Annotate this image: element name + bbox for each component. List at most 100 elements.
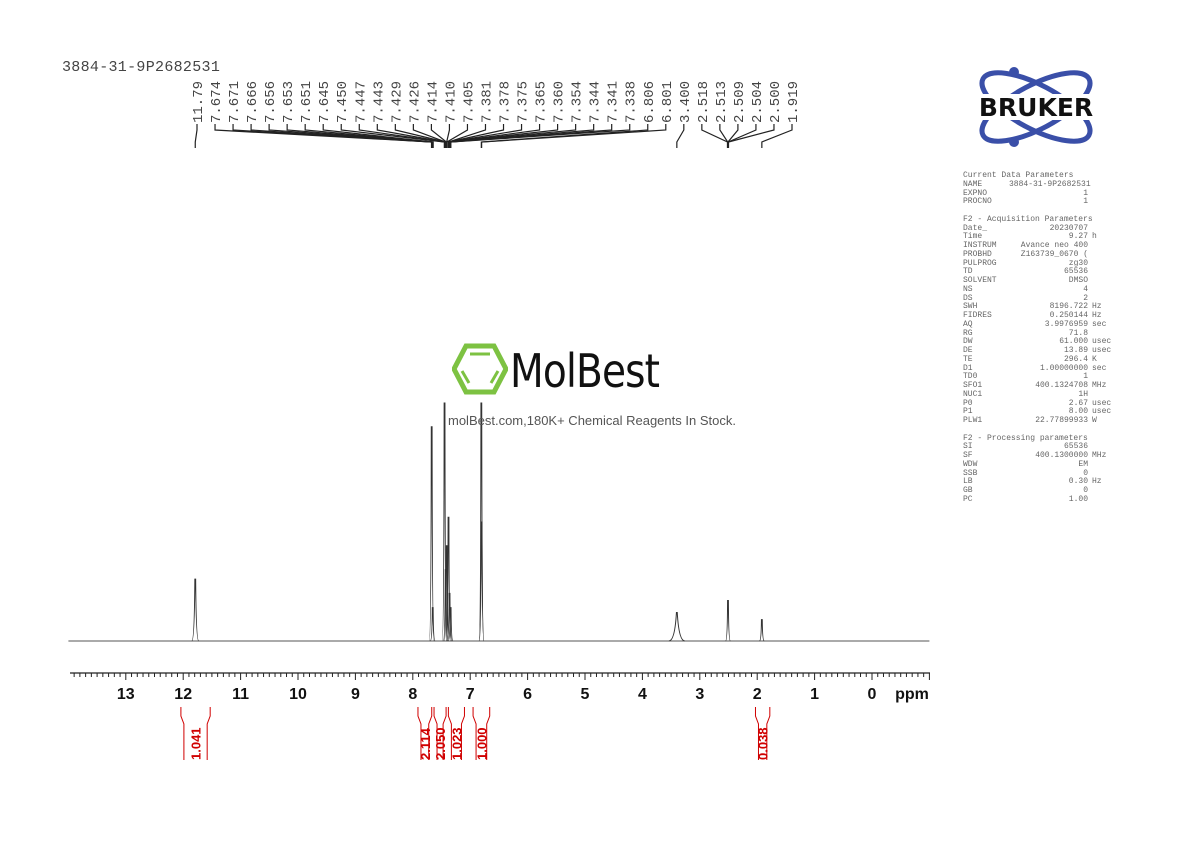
parameter-value: 1.00000000 (1039, 363, 1088, 373)
parameter-key: SF (963, 451, 973, 460)
parameter-unit: h (1092, 232, 1097, 242)
parameter-row: PROBHD Z163739_0670 ( (963, 250, 1111, 260)
peak-label-connector (727, 124, 739, 148)
parameter-key: PROCNO (963, 197, 992, 207)
x-tick-label: 1 (810, 686, 819, 703)
parameter-row: P0 2.67 usec (963, 398, 1111, 409)
parameter-row: DS 2 (963, 294, 1111, 304)
integral-value: 1.000 (474, 727, 489, 760)
parameter-unit: MHz (1092, 451, 1107, 460)
parameter-row: AQ 3.9976959 sec (963, 319, 1111, 330)
peak-label: 6.806 (642, 81, 658, 123)
peak-label: 7.426 (407, 81, 423, 123)
peak-label: 7.645 (317, 81, 333, 123)
peak-label-connector (481, 124, 667, 148)
parameter-key: D1 (963, 363, 973, 373)
parameter-unit: usec (1092, 346, 1112, 355)
parameter-key: TD (963, 267, 973, 277)
parameter-value: 400.1300000 (1035, 451, 1088, 460)
parameter-unit: Hz (1092, 302, 1102, 312)
parameter-key: SWH (963, 302, 978, 312)
integral-bracket (754, 707, 771, 760)
bruker-logo: BRUKER (957, 67, 1115, 147)
parameter-row: NS 4 (963, 284, 1111, 295)
parameter-value: 61.000 (1059, 337, 1088, 347)
parameter-value: 4 (1083, 284, 1088, 294)
parameter-row: P1 8.00 usec (963, 407, 1111, 417)
parameter-unit (1088, 251, 1092, 260)
x-axis-label: ppm (895, 686, 929, 703)
parameter-value: 3.9976959 (1044, 319, 1088, 329)
parameter-key: TD0 (963, 372, 978, 382)
spectrum-peak (447, 607, 454, 642)
parameter-key: SI (963, 442, 973, 452)
peak-label: 7.450 (335, 81, 351, 123)
peak-label: 7.656 (263, 81, 279, 123)
spectrum-peak (758, 619, 765, 642)
parameter-key: NUC1 (963, 389, 983, 399)
integral-bracket (180, 707, 211, 760)
parameter-unit (1088, 286, 1092, 295)
parameter-value: 71.8 (1068, 328, 1088, 338)
parameter-value: Avance neo 400 (1020, 241, 1088, 250)
parameter-key: PC (963, 494, 973, 504)
parameter-value: 0 (1083, 468, 1088, 478)
parameter-key: SOLVENT (963, 276, 997, 285)
parameter-value: 2.67 (1068, 398, 1088, 408)
peak-label: 7.360 (552, 81, 568, 123)
parameter-value: 1 (1083, 372, 1088, 382)
x-tick-label: 9 (351, 686, 360, 703)
parameter-unit: Hz (1092, 477, 1102, 487)
parameter-unit (1088, 277, 1092, 286)
parameter-key: SFO1 (963, 381, 983, 390)
parameter-row: PULPROG zg30 (963, 259, 1111, 269)
peak-label: 7.341 (606, 81, 622, 123)
spectrum-title: 3884-31-9P2682531 (62, 59, 221, 76)
parameter-value: 1.00 (1068, 494, 1088, 504)
peak-label: 6.801 (660, 81, 676, 123)
parameter-row: SI 65536 (963, 442, 1111, 452)
parameter-unit (1088, 461, 1092, 470)
peak-label: 2.518 (696, 81, 712, 123)
peak-label: 7.344 (588, 81, 604, 123)
peak-label: 7.338 (624, 81, 640, 123)
parameter-row: PROCNO 1 (963, 197, 1111, 207)
x-tick-label: 0 (868, 686, 877, 703)
parameter-row: NAME 3884-31-9P2682531 (963, 180, 1111, 190)
parameter-row: GB 0 (963, 486, 1111, 496)
parameter-key: FIDRES (963, 311, 992, 320)
parameter-key: EXPNO (963, 188, 988, 198)
molbest-watermark-text: MolBest (510, 344, 660, 398)
parameter-unit: K (1092, 354, 1097, 364)
x-tick-label: 13 (117, 686, 135, 703)
x-tick-label: 10 (289, 686, 307, 703)
parameter-key: P1 (963, 407, 973, 417)
parameter-key: LB (963, 477, 973, 487)
parameter-unit (1088, 242, 1092, 251)
parameter-row: TE 296.4 K (963, 354, 1111, 365)
peak-label: 7.414 (425, 81, 441, 123)
x-tick-label: 11 (232, 686, 249, 703)
parameter-row: WDW EM (963, 460, 1111, 470)
parameter-key: Date_ (963, 223, 988, 233)
parameter-unit: Hz (1092, 311, 1102, 320)
parameter-value: 1 (1083, 197, 1088, 207)
spectrum-peak (725, 600, 731, 642)
spectrum-peak (442, 569, 449, 642)
parameter-row: SSB 0 (963, 468, 1111, 479)
parameter-value: 296.4 (1063, 354, 1088, 364)
integral-value: 2.114 (418, 727, 433, 760)
peak-label: 2.504 (750, 81, 766, 123)
parameter-value: 9.27 (1068, 232, 1088, 242)
peak-label: 7.443 (371, 81, 387, 123)
peak-label: 7.674 (209, 81, 225, 123)
parameter-section: F2 - Processing parameters SI 65536 SF 400.1… (963, 434, 1111, 505)
peak-label: 7.405 (461, 81, 477, 123)
x-tick-label: 2 (753, 686, 762, 703)
peak-label-connector (446, 124, 469, 148)
parameter-row: SOLVENT DMSO (963, 276, 1111, 286)
peak-label-connector (727, 124, 775, 148)
integral-bracket (417, 707, 433, 760)
peak-label: 7.671 (227, 81, 243, 123)
parameter-key: DW (963, 337, 973, 347)
